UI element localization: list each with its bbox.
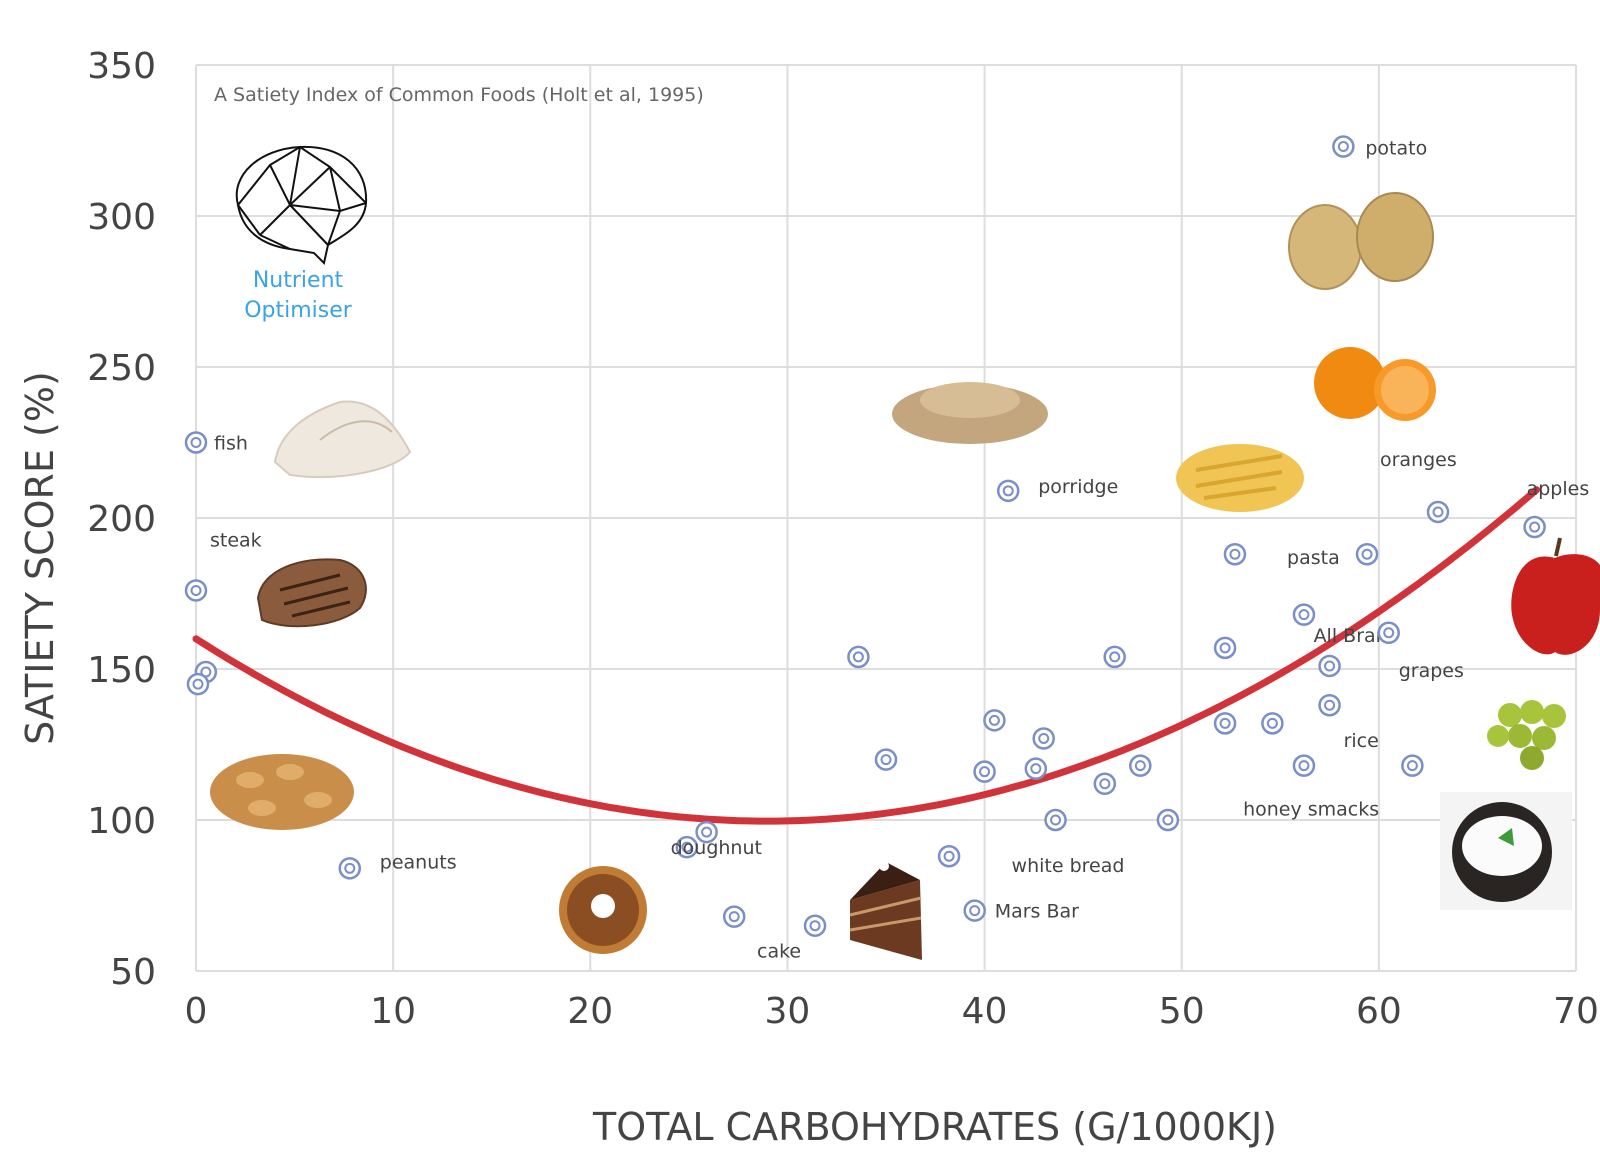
doughnut-icon bbox=[559, 866, 647, 954]
point-label: Mars Bar bbox=[995, 901, 1079, 923]
orange-icon bbox=[1314, 347, 1436, 421]
point-label: apples bbox=[1527, 478, 1590, 500]
point-label: oranges bbox=[1380, 449, 1457, 471]
brand-name-line2: Optimiser bbox=[244, 298, 353, 323]
x-tick-label: 10 bbox=[370, 991, 416, 1032]
data-point bbox=[338, 857, 362, 880]
data-point bbox=[1213, 712, 1237, 735]
data-point bbox=[1332, 135, 1355, 158]
oats-icon bbox=[892, 382, 1048, 444]
data-point bbox=[1318, 693, 1341, 717]
data-point bbox=[1261, 712, 1284, 735]
data-point bbox=[184, 579, 208, 602]
point-label: honey smacks bbox=[1243, 798, 1379, 820]
data-point bbox=[1292, 603, 1316, 626]
y-tick-label: 50 bbox=[110, 952, 156, 993]
y-tick-label: 200 bbox=[87, 499, 156, 540]
data-point bbox=[996, 479, 1020, 503]
x-axis-title: TOTAL CARBOHYDRATES (G/1000KJ) bbox=[592, 1105, 1277, 1149]
point-label: porridge bbox=[1038, 476, 1118, 498]
data-point bbox=[1223, 542, 1247, 566]
y-tick-label: 250 bbox=[87, 348, 156, 389]
point-label: All Bran bbox=[1314, 625, 1388, 647]
point-label: fish bbox=[214, 433, 248, 455]
x-tick-label: 70 bbox=[1553, 991, 1599, 1032]
potato-icon bbox=[1288, 192, 1434, 290]
data-point bbox=[803, 914, 827, 937]
peanuts-icon bbox=[210, 754, 354, 830]
data-point bbox=[1318, 654, 1341, 678]
cake-icon bbox=[849, 861, 922, 960]
x-tick-label: 20 bbox=[567, 991, 613, 1032]
y-axis-title: SATIETY SCORE (%) bbox=[18, 371, 62, 745]
data-point bbox=[1292, 754, 1316, 777]
data-point bbox=[973, 760, 996, 783]
point-label: rice bbox=[1344, 730, 1379, 752]
y-tick-label: 350 bbox=[87, 46, 156, 87]
rice-bowl-icon bbox=[1440, 792, 1572, 910]
data-point bbox=[1024, 757, 1048, 780]
chart-subtitle: A Satiety Index of Common Foods (Holt et… bbox=[214, 84, 704, 106]
y-tick-label: 150 bbox=[87, 650, 156, 691]
data-point bbox=[1377, 621, 1400, 645]
data-point bbox=[675, 835, 699, 859]
data-point bbox=[1426, 500, 1450, 524]
point-label: doughnut bbox=[671, 837, 762, 859]
x-tick-label: 40 bbox=[962, 991, 1008, 1032]
data-point bbox=[1523, 515, 1546, 539]
data-point bbox=[1355, 542, 1379, 566]
brain-icon bbox=[235, 145, 368, 265]
data-point bbox=[1213, 636, 1237, 660]
point-label: peanuts bbox=[380, 851, 457, 873]
point-label: cake bbox=[757, 941, 801, 963]
y-tick-label: 300 bbox=[87, 197, 156, 238]
grid-lines bbox=[195, 64, 1577, 972]
x-tick-label: 30 bbox=[765, 991, 811, 1032]
data-point bbox=[874, 748, 898, 771]
x-tick-label: 60 bbox=[1356, 991, 1402, 1032]
point-label: steak bbox=[210, 529, 262, 551]
data-point bbox=[722, 905, 746, 928]
data-point bbox=[1103, 645, 1126, 669]
data-point bbox=[847, 645, 870, 669]
data-point bbox=[186, 672, 210, 696]
point-label: white bread bbox=[1012, 855, 1125, 877]
x-tick-label: 50 bbox=[1159, 991, 1205, 1032]
trend-curve bbox=[192, 486, 1541, 825]
data-point bbox=[983, 709, 1006, 732]
point-label: potato bbox=[1365, 138, 1427, 160]
point-label: grapes bbox=[1399, 660, 1464, 682]
data-point bbox=[1093, 772, 1117, 796]
data-point bbox=[1032, 727, 1055, 750]
x-tick-label: 0 bbox=[185, 991, 208, 1032]
data-point bbox=[963, 899, 986, 922]
steak-icon bbox=[256, 558, 367, 628]
apple-icon bbox=[1511, 537, 1600, 655]
data-point bbox=[937, 844, 961, 868]
point-label: pasta bbox=[1287, 547, 1340, 569]
data-points: fish steak peanuts doughnut cake Mars Bar porr… bbox=[184, 135, 1590, 963]
brand-name-line1: Nutrient bbox=[253, 268, 344, 293]
data-point bbox=[695, 820, 718, 844]
tick-labels: 0 10 20 30 40 50 60 70 50 100 150 200 250 300 350 bbox=[87, 46, 1599, 1032]
data-point bbox=[1044, 808, 1067, 832]
data-point bbox=[1401, 754, 1424, 777]
data-point bbox=[1156, 808, 1180, 832]
grapes-icon bbox=[1487, 700, 1566, 770]
y-tick-label: 100 bbox=[87, 801, 156, 842]
data-point bbox=[184, 431, 208, 454]
data-point bbox=[1129, 754, 1152, 777]
fish-fillet-icon bbox=[273, 400, 412, 478]
pasta-icon bbox=[1176, 444, 1304, 512]
